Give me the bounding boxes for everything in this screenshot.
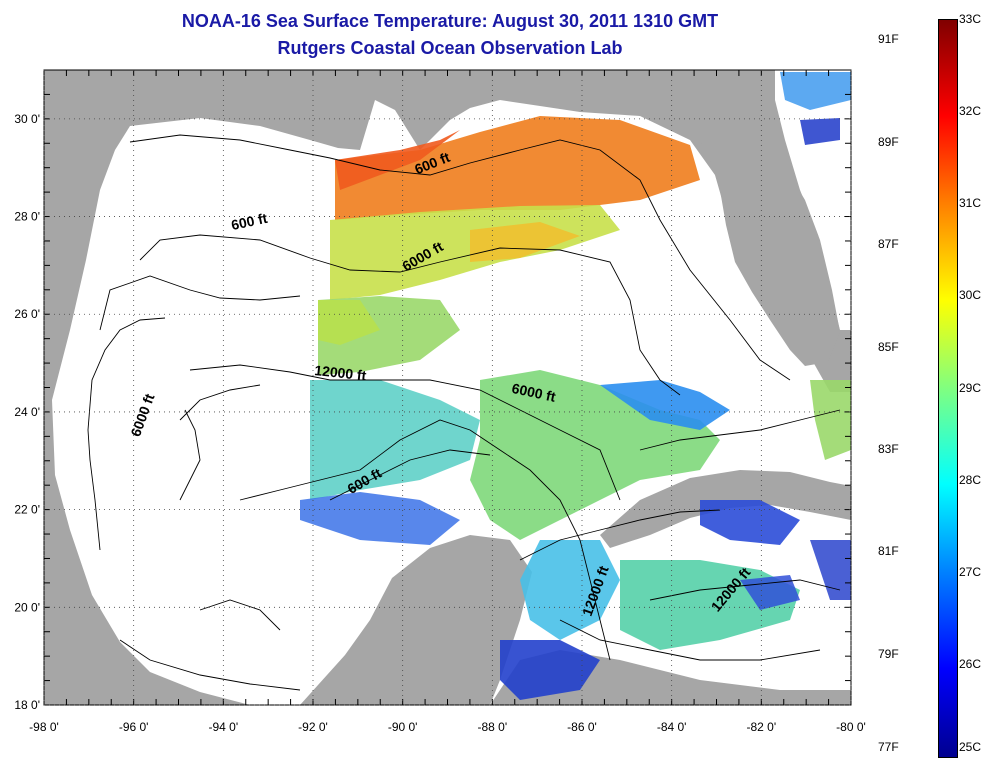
lat-tick-label: 28 0' [14, 210, 40, 224]
celsius-label: 32C [959, 104, 982, 119]
contour-label: 600 ft [230, 210, 269, 233]
lon-tick-label: -90 0' [388, 720, 418, 734]
celsius-label: 27C [959, 564, 982, 579]
florida [700, 140, 840, 366]
fahrenheit-label: 87F [878, 237, 899, 252]
celsius-label: 30C [959, 288, 982, 303]
gulf-water [52, 100, 851, 705]
celsius-label: 31C [959, 196, 982, 211]
sst-swath [300, 72, 851, 700]
fahrenheit-label: 77F [878, 740, 899, 754]
lat-tick-label: 26 0' [14, 307, 40, 321]
lon-tick-label: -96 0' [119, 720, 149, 734]
lon-tick-label: -94 0' [209, 720, 239, 734]
celsius-label: 25C [959, 740, 982, 754]
fahrenheit-label: 85F [878, 339, 899, 354]
lat-tick-label: 20 0' [14, 600, 40, 614]
fahrenheit-label: 91F [878, 32, 899, 47]
lat-lon-grid [43, 69, 852, 706]
map-subtitle: Rutgers Coastal Ocean Observation Lab [277, 38, 623, 58]
lon-tick-label: -84 0' [657, 720, 687, 734]
celsius-label: 29C [959, 380, 982, 395]
temperature-colorbar [938, 19, 958, 758]
lat-tick-label: 18 0' [14, 698, 40, 712]
lon-tick-label: -82 0' [747, 720, 777, 734]
celsius-label: 26C [959, 656, 982, 671]
yucatan [300, 535, 532, 705]
lat-tick-label: 30 0' [14, 112, 40, 126]
lat-tick-label: 24 0' [14, 405, 40, 419]
bathymetry-contours [87, 134, 841, 691]
celsius-label: 28C [959, 472, 982, 487]
contour-label: 12000 ft [314, 362, 368, 383]
map-title: NOAA-16 Sea Surface Temperature: August … [181, 11, 719, 31]
lon-tick-label: -98 0' [29, 720, 59, 734]
fahrenheit-label: 89F [878, 134, 899, 149]
lon-tick-label: -80 0' [836, 720, 866, 734]
fahrenheit-label: 79F [878, 646, 899, 661]
lon-tick-label: -88 0' [478, 720, 508, 734]
fahrenheit-label: 83F [878, 441, 899, 456]
fahrenheit-label: 81F [878, 544, 899, 559]
longitude-labels: -98 0' -96 0' -94 0' -92 0' -90 0' -88 0' -86 … [29, 720, 866, 734]
lon-tick-label: -86 0' [567, 720, 597, 734]
lat-tick-label: 22 0' [14, 503, 40, 517]
lon-tick-label: -92 0' [298, 720, 328, 734]
celsius-label: 33C [959, 12, 982, 26]
latitude-labels: 30 0' 28 0' 26 0' 24 0' 22 0' 20 0' 18 0' [14, 112, 40, 712]
